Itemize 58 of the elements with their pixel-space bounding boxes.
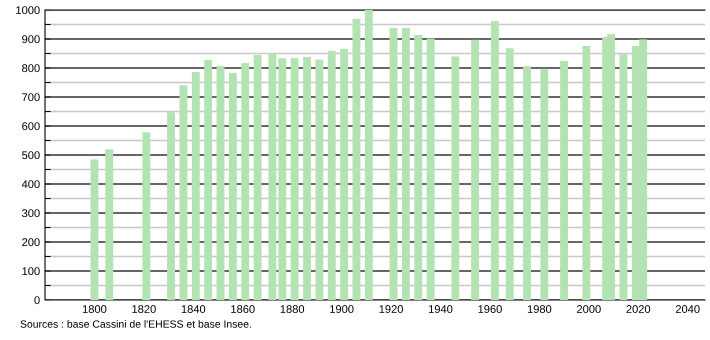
bar (523, 66, 531, 300)
bar (582, 46, 590, 300)
x-tick-label: 1980 (528, 305, 552, 314)
y-tick-label: 100 (22, 267, 40, 276)
bar (142, 132, 150, 300)
x-tick-label: 1880 (280, 305, 304, 314)
y-tick-label: 800 (22, 64, 40, 72)
bar (471, 40, 480, 300)
y-tick-label: 1000 (16, 6, 40, 14)
bar (241, 63, 250, 300)
bar (204, 60, 212, 300)
bar (179, 85, 188, 300)
bar (560, 61, 568, 300)
x-tick-label: 1960 (478, 305, 502, 314)
x-tick-label: 1800 (82, 305, 106, 314)
bar (540, 68, 548, 300)
y-tick-label: 300 (22, 209, 40, 218)
bar (426, 38, 435, 300)
bar (216, 66, 224, 300)
x-tick-label: 1940 (428, 305, 452, 314)
bar (278, 58, 286, 300)
y-tick-label: 700 (22, 93, 40, 102)
bar (352, 18, 360, 300)
bar (303, 56, 311, 300)
bar (490, 21, 499, 300)
source-note: Sources : base Cassini de l'EHESS et base Insee. (20, 320, 251, 328)
y-tick-label: 0 (34, 296, 40, 304)
x-tick-label: 1820 (132, 305, 156, 314)
bar (90, 159, 98, 300)
x-tick-label: 1840 (182, 305, 206, 314)
x-tick-label: 2000 (577, 305, 601, 314)
bar (451, 56, 460, 300)
bar (105, 149, 114, 300)
bar (268, 52, 276, 300)
y-tick-label: 600 (22, 122, 40, 130)
bar (192, 72, 200, 300)
y-tick-label: 400 (22, 180, 40, 188)
bar (254, 54, 262, 300)
bar (390, 28, 398, 300)
x-tick-label: 1860 (231, 305, 255, 314)
bar (402, 28, 410, 300)
bar (364, 10, 373, 300)
bar (228, 72, 237, 300)
bar (619, 54, 628, 300)
x-tick-label: 2020 (626, 305, 650, 314)
bar (414, 34, 422, 300)
bar (506, 48, 514, 300)
bar (315, 60, 324, 300)
y-tick-label: 500 (22, 151, 40, 160)
x-tick-label: 1900 (330, 305, 354, 314)
bar (167, 112, 176, 300)
bar (328, 50, 336, 300)
y-tick-label: 200 (22, 238, 40, 246)
bar (290, 58, 299, 300)
y-tick-label: 900 (22, 35, 40, 44)
x-tick-label: 1920 (380, 305, 403, 314)
x-tick-label: 2040 (676, 305, 700, 314)
bar (340, 48, 348, 300)
